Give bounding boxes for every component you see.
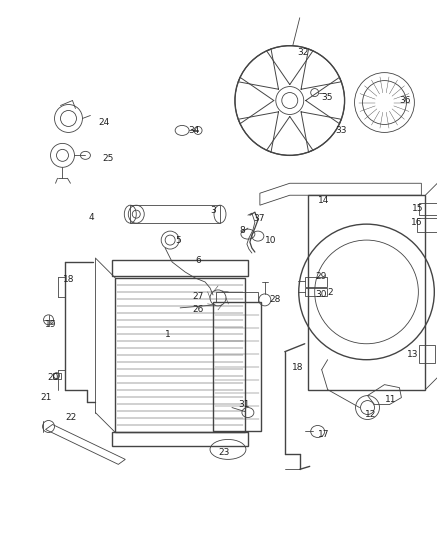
Text: 22: 22 (66, 413, 77, 422)
Text: 24: 24 (99, 118, 110, 127)
Text: 17: 17 (318, 430, 329, 439)
Text: 27: 27 (192, 293, 204, 301)
Bar (115, 278, 245, 432)
Bar (53, 373, 60, 378)
Text: 6: 6 (195, 255, 201, 264)
Bar (417, 218, 437, 232)
Bar (130, 205, 220, 223)
Bar (419, 203, 437, 215)
Text: 36: 36 (399, 96, 411, 105)
Text: 13: 13 (407, 350, 419, 359)
Text: 1: 1 (165, 330, 171, 340)
Text: 31: 31 (238, 400, 249, 409)
Text: 33: 33 (336, 126, 347, 135)
Text: 15: 15 (413, 204, 424, 213)
Text: 18: 18 (63, 276, 74, 285)
Bar (112, 260, 248, 276)
Text: 18: 18 (292, 363, 303, 372)
Text: 19: 19 (45, 320, 56, 329)
Text: 23: 23 (218, 448, 230, 457)
Bar (419, 345, 435, 362)
Bar (305, 288, 327, 296)
Text: 26: 26 (192, 305, 204, 314)
Text: 16: 16 (411, 217, 423, 227)
Text: 29: 29 (316, 272, 327, 281)
Text: 5: 5 (175, 236, 181, 245)
Text: 21: 21 (41, 393, 52, 402)
Text: 3: 3 (210, 206, 216, 215)
Text: 20: 20 (48, 373, 59, 382)
Text: 28: 28 (270, 295, 281, 304)
Text: 14: 14 (318, 196, 329, 205)
Text: 8: 8 (239, 225, 245, 235)
Text: 25: 25 (102, 154, 114, 163)
Text: 10: 10 (265, 236, 276, 245)
Bar (308, 195, 425, 390)
Text: 4: 4 (88, 213, 94, 222)
Bar (305, 277, 327, 287)
Text: 34: 34 (188, 126, 199, 135)
Bar (112, 432, 248, 447)
Text: 37: 37 (253, 214, 265, 223)
Text: 30: 30 (316, 290, 327, 300)
Text: 35: 35 (321, 93, 333, 102)
Bar (213, 302, 261, 432)
Text: 32: 32 (298, 48, 309, 57)
Text: 12: 12 (364, 410, 376, 419)
Bar (216, 292, 258, 302)
Text: 2: 2 (328, 288, 333, 297)
Text: 11: 11 (385, 395, 396, 404)
